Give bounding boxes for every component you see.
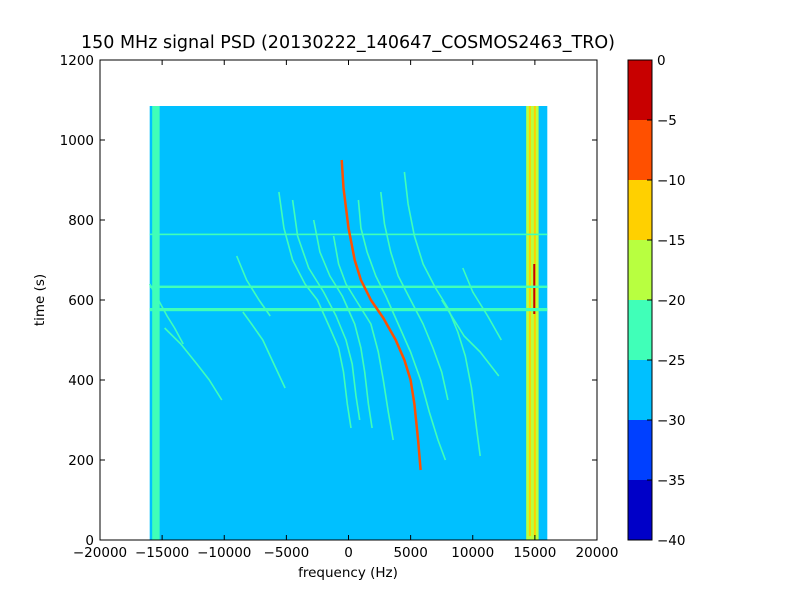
y-tick-label: 1000: [60, 133, 94, 149]
colorbar-segment: [628, 180, 652, 240]
x-tick-label: 20000: [576, 545, 619, 561]
y-axis-label: time (s): [32, 274, 48, 326]
colorbar-tick-label: −40: [657, 533, 686, 549]
colorbar-segment: [628, 300, 652, 360]
colorbar-tick-label: −5: [657, 113, 677, 129]
signal-trace-8: [148, 283, 184, 345]
colorbar-tick-label: −20: [657, 293, 686, 309]
heatmap-band-0: [526, 106, 539, 540]
x-tick-label: −20000: [73, 545, 127, 561]
x-axis-label: frequency (Hz): [298, 565, 398, 581]
heatmap-background: [149, 106, 548, 540]
chart-title: 150 MHz signal PSD (20130222_140647_COSM…: [81, 33, 615, 53]
colorbar-tick-label: −30: [657, 413, 686, 429]
colorbar-segment: [628, 420, 652, 480]
signal-trace-4: [291, 199, 361, 421]
colorbar-segment: [628, 240, 652, 300]
colorbar-segment: [628, 360, 652, 420]
y-tick-label: 200: [68, 453, 94, 469]
colorbar-tick-label: −10: [657, 173, 686, 189]
signal-trace-5: [278, 191, 352, 429]
signal-trace-3: [312, 219, 373, 429]
colorbar-tick-label: −25: [657, 353, 686, 369]
x-tick-label: 5000: [393, 545, 427, 561]
x-tick-label: 0: [344, 545, 353, 561]
heatmap-plot: [148, 106, 548, 540]
signal-trace-7: [403, 171, 481, 457]
signal-trace-11: [441, 299, 500, 377]
signal-trace-2: [332, 235, 394, 441]
y-tick-label: 400: [68, 373, 94, 389]
colorbar-tick-label: 0: [657, 53, 666, 69]
signal-trace-13: [462, 267, 502, 341]
signal-trace-9: [164, 327, 223, 401]
signal-trace-6: [380, 191, 449, 401]
y-tick-label: 0: [85, 533, 94, 549]
y-tick-label: 800: [68, 213, 94, 229]
colorbar-segment: [628, 480, 652, 540]
x-tick-label: −10000: [197, 545, 251, 561]
colorbar-segment: [628, 120, 652, 180]
colorbar-tick-label: −35: [657, 473, 686, 489]
signal-trace-0: [340, 159, 422, 471]
y-tick-label: 600: [68, 293, 94, 309]
colorbar: 0 −5 −10 −15 −20 −25 −30 −35 −40: [627, 53, 686, 549]
x-tick-label: −15000: [135, 545, 189, 561]
y-tick-label: 1200: [60, 53, 94, 69]
x-tick-label: −5000: [264, 545, 310, 561]
signal-trace-12: [235, 255, 271, 317]
colorbar-tick-label: −15: [657, 233, 686, 249]
axes: −20000 −15000 −10000 −5000 0 5000 10000 15000 20…: [60, 53, 619, 561]
signal-trace-10: [242, 311, 286, 389]
x-tick-label: 10000: [451, 545, 494, 561]
colorbar-segment: [628, 60, 652, 120]
x-tick-label: 15000: [513, 545, 556, 561]
signal-trace-1: [357, 199, 447, 461]
heatmap-band-4: [152, 106, 160, 540]
